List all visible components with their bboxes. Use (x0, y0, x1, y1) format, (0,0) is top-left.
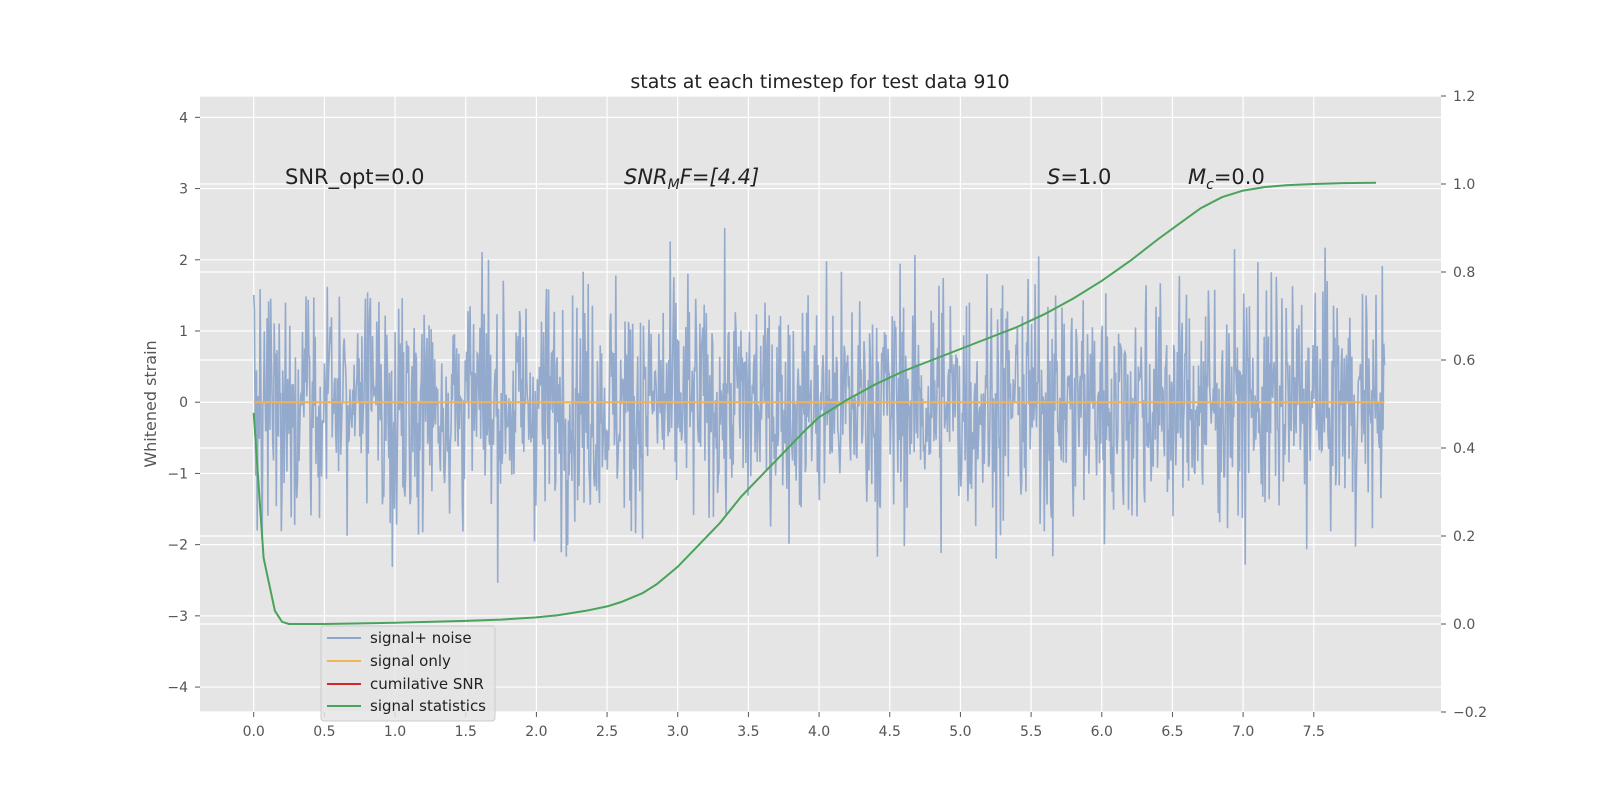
x-tick-label-4: 2.0 (525, 724, 547, 740)
x-tick-label-13: 6.5 (1161, 724, 1183, 740)
yl-tick-label-3: −1 (167, 466, 188, 482)
x-tick-label-5: 2.5 (596, 724, 618, 740)
yr-tick-label-0: −0.2 (1453, 705, 1487, 721)
yr-tick-label-2: 0.2 (1453, 529, 1475, 545)
legend-label-signal-statistics: signal statistics (370, 697, 486, 715)
x-tick-label-2: 1.0 (384, 724, 406, 740)
legend-label-signal-only: signal only (370, 652, 451, 670)
yl-tick-label-1: −3 (167, 609, 188, 625)
y-axis-left-ticks: −4 −3 −2 −1 0 1 2 3 4 (167, 110, 200, 696)
chart-title: stats at each timestep for test data 910 (630, 71, 1009, 93)
x-tick-label-3: 1.5 (455, 724, 477, 740)
y-axis-label: Whitened strain (141, 340, 160, 467)
x-tick-label-11: 5.5 (1020, 724, 1042, 740)
series-lines (252, 181, 1385, 625)
x-tick-label-9: 4.5 (879, 724, 901, 740)
annotation-mc: Mc=0.0 (1188, 165, 1265, 193)
legend-label-cumilative-snr: cumilative SNR (370, 675, 484, 693)
series-line-signal-noise (252, 227, 1386, 583)
series-line-signal-statistics (252, 181, 1377, 625)
yl-tick-label-4: 0 (179, 395, 188, 411)
yr-tick-label-4: 0.6 (1453, 353, 1475, 369)
yl-tick-label-5: 1 (179, 324, 188, 340)
yl-tick-label-2: −2 (167, 538, 188, 554)
annotation-s: S=1.0 (1047, 165, 1111, 189)
yr-tick-label-7: 1.2 (1453, 89, 1475, 105)
yl-tick-label-7: 3 (179, 182, 188, 198)
x-tick-label-14: 7.0 (1232, 724, 1254, 740)
yr-tick-label-6: 1.0 (1453, 177, 1475, 193)
yr-tick-label-1: 0.0 (1453, 617, 1475, 633)
annotation-snr-mf: SNRMF=[4.4] (624, 165, 759, 193)
x-tick-label-6: 3.0 (667, 724, 689, 740)
x-tick-label-8: 4.0 (808, 724, 830, 740)
legend-label-signal-noise: signal+ noise (370, 629, 472, 647)
legend: signal+ noise signal only cumilative SNR… (320, 625, 496, 722)
x-axis-ticks: 0.0 0.5 1.0 1.5 2.0 2.5 3.0 3.5 4.0 4.5 5.0 5.5 6.0 6… (243, 712, 1325, 740)
x-tick-label-0: 0.0 (243, 724, 265, 740)
x-tick-label-7: 3.5 (737, 724, 759, 740)
yl-tick-label-6: 2 (179, 253, 188, 269)
yl-tick-label-0: −4 (167, 680, 188, 696)
x-tick-label-12: 6.0 (1091, 724, 1113, 740)
x-tick-label-10: 5.0 (949, 724, 971, 740)
yr-tick-label-3: 0.4 (1453, 441, 1475, 457)
y-axis-right-ticks: −0.2 0.0 0.2 0.4 0.6 0.8 1.0 1.2 (1441, 89, 1487, 721)
series-signal-noise (252, 227, 1386, 583)
legend-box (320, 625, 496, 722)
annotation-snr-opt: SNR_opt=0.0 (285, 165, 425, 190)
x-tick-label-15: 7.5 (1303, 724, 1325, 740)
yr-tick-label-5: 0.8 (1453, 265, 1475, 281)
x-tick-label-1: 0.5 (313, 724, 335, 740)
yl-tick-label-8: 4 (179, 110, 188, 126)
